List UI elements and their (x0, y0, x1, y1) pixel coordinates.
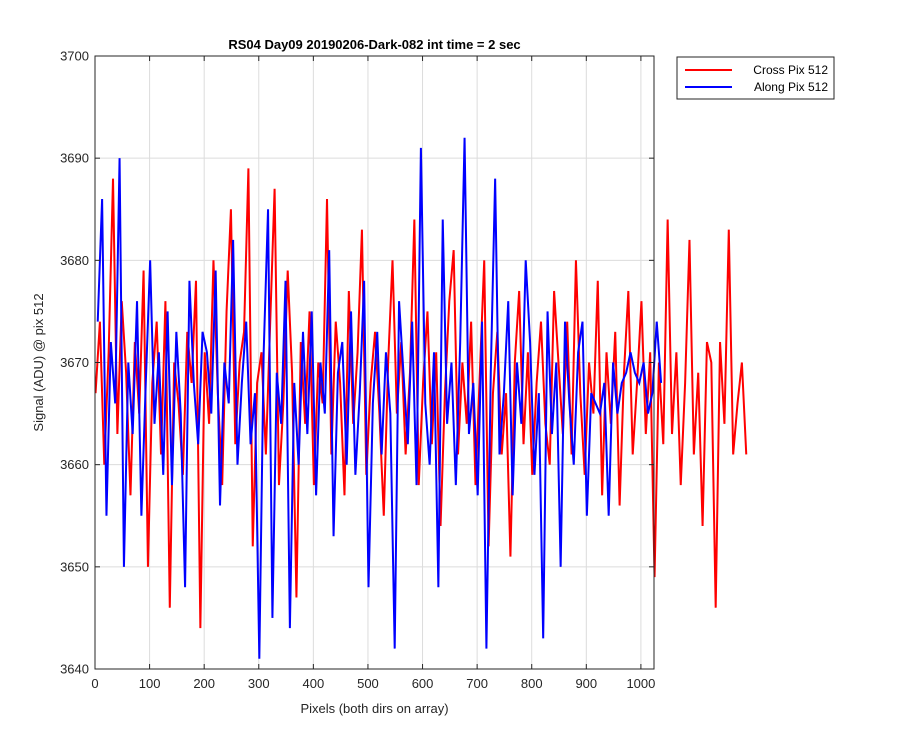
x-tick-label: 400 (303, 676, 325, 691)
legend-label-along-pix: Along Pix 512 (754, 80, 828, 94)
legend: Cross Pix 512 Along Pix 512 (676, 56, 835, 100)
legend-box (676, 56, 835, 100)
series-line-along-pix-512 (96, 137, 663, 659)
x-tick-label: 900 (575, 676, 597, 691)
y-tick-label: 3680 (60, 253, 89, 268)
y-tick-label: 3650 (60, 559, 89, 574)
y-tick-label: 3660 (60, 457, 89, 472)
x-tick-label: 200 (193, 676, 215, 691)
x-tick-label: 0 (91, 676, 98, 691)
x-tick-label: 1000 (626, 676, 655, 691)
x-tick-label: 300 (248, 676, 270, 691)
legend-label-cross-pix: Cross Pix 512 (753, 63, 828, 77)
chart-title: RS04 Day09 20190206-Dark-082 int time = … (228, 37, 520, 52)
x-tick-label: 800 (521, 676, 543, 691)
x-tick-label: 600 (412, 676, 434, 691)
y-tick-label: 3640 (60, 662, 89, 677)
x-tick-label: 700 (466, 676, 488, 691)
y-tick-label: 3700 (60, 49, 89, 64)
y-axis-title: Signal (ADU) @ pix 512 (31, 293, 46, 431)
x-tick-label: 500 (357, 676, 379, 691)
y-tick-label: 3690 (60, 151, 89, 166)
x-tick-label: 100 (139, 676, 161, 691)
y-tick-label: 3670 (60, 355, 89, 370)
axis-ticks: 0 100 200 300 400 500 600 700 800 900 1000 3640 3650… (60, 49, 655, 692)
x-axis-title: Pixels (both dirs on array) (300, 701, 448, 716)
series-layer (94, 137, 748, 659)
series-line-cross-pix-512 (94, 168, 748, 629)
